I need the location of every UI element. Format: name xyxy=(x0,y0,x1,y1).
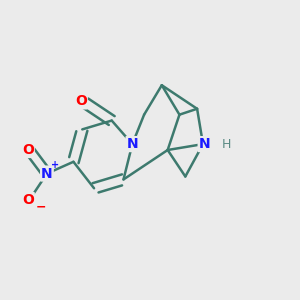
Text: O: O xyxy=(75,94,87,108)
Text: N: N xyxy=(41,167,53,181)
Text: N: N xyxy=(199,137,210,151)
Text: +: + xyxy=(51,160,59,170)
Text: −: − xyxy=(36,201,46,214)
Text: N: N xyxy=(127,137,138,151)
Text: H: H xyxy=(222,138,232,151)
Text: O: O xyxy=(22,143,34,157)
Text: O: O xyxy=(22,193,34,207)
